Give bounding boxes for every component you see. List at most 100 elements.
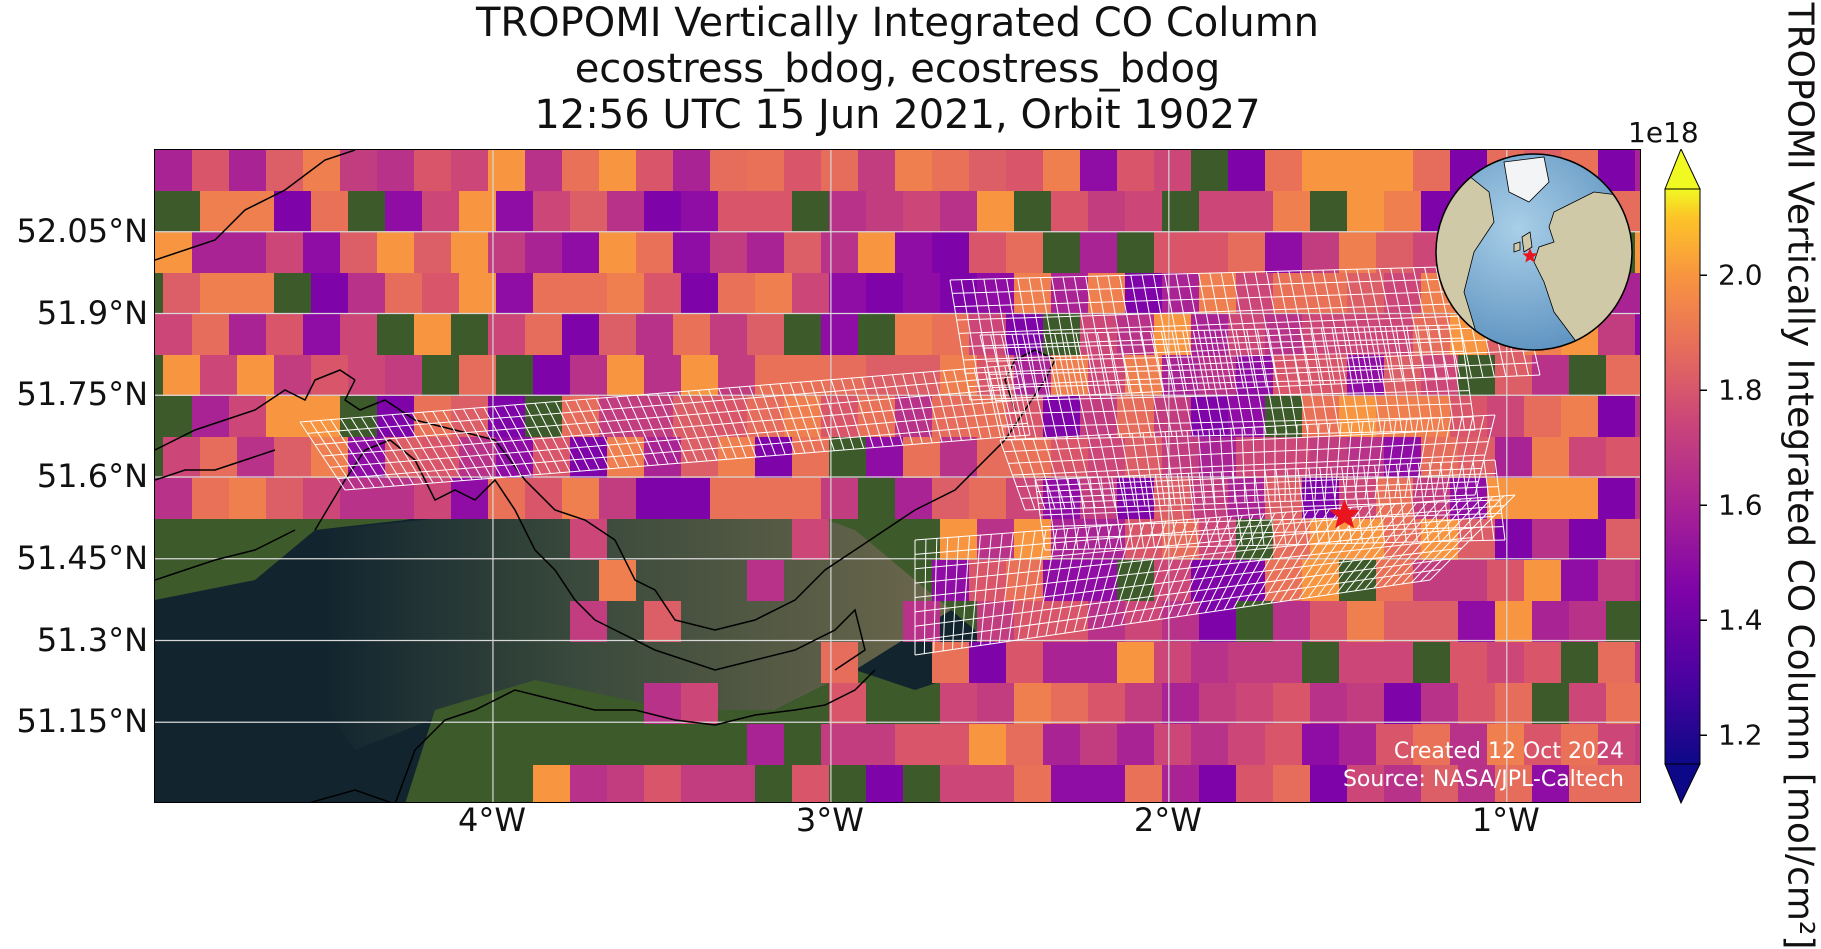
co-pixel (348, 273, 385, 314)
co-pixel (1088, 191, 1125, 232)
co-pixel (895, 724, 932, 765)
co-pixel (200, 191, 237, 232)
co-pixel (266, 396, 303, 437)
co-pixel (237, 437, 274, 478)
co-pixel (1606, 683, 1640, 724)
co-pixel (229, 478, 266, 519)
co-pixel (1524, 724, 1561, 765)
co-pixel (1458, 765, 1495, 802)
co-pixel (644, 191, 681, 232)
co-pixel (681, 683, 718, 724)
colorbar (1664, 149, 1707, 804)
co-pixel (710, 478, 747, 519)
co-pixel (932, 724, 969, 765)
co-pixel (274, 355, 311, 396)
co-pixel (607, 191, 644, 232)
co-pixel (1088, 273, 1125, 314)
co-pixel (747, 560, 784, 601)
co-pixel (266, 232, 303, 273)
map-panel[interactable]: Created 12 Oct 2024 Source: NASA/JPL-Cal… (154, 149, 1641, 803)
co-pixel (1487, 560, 1524, 601)
co-pixel (266, 478, 303, 519)
co-pixel (377, 396, 414, 437)
title-line-2: ecostress_bdog, ecostress_bdog (574, 46, 1221, 92)
co-pixel (681, 273, 718, 314)
co-pixel (303, 314, 340, 355)
co-pixel (858, 232, 895, 273)
co-pixel (821, 232, 858, 273)
co-pixel (414, 314, 451, 355)
co-pixel (977, 191, 1014, 232)
colorbar-label: TROPOMI Vertically Integrated CO Column … (1779, 2, 1821, 949)
co-pixel (562, 314, 599, 355)
co-pixel (525, 232, 562, 273)
co-pixel (895, 232, 932, 273)
co-pixel (422, 191, 459, 232)
colorbar-gradient (1664, 188, 1701, 765)
co-pixel (1302, 150, 1339, 191)
co-pixel (1273, 519, 1310, 560)
co-pixel (607, 273, 644, 314)
co-pixel (1450, 560, 1487, 601)
co-pixel (710, 232, 747, 273)
lat-tick-label: 51.9°N (36, 293, 148, 332)
co-pixel (940, 191, 977, 232)
co-pixel (488, 150, 525, 191)
co-pixel (1302, 724, 1339, 765)
co-pixel (1117, 478, 1154, 519)
co-pixel (570, 355, 607, 396)
co-pixel (155, 478, 192, 519)
co-pixel (1199, 765, 1236, 802)
co-pixel (792, 519, 829, 560)
co-pixel (562, 150, 599, 191)
co-pixel (1376, 232, 1413, 273)
co-pixel (1080, 150, 1117, 191)
co-pixel (747, 396, 784, 437)
co-pixel (1310, 601, 1347, 642)
co-pixel (303, 232, 340, 273)
co-pixel (1458, 683, 1495, 724)
co-pixel (237, 273, 274, 314)
co-pixel (1265, 724, 1302, 765)
co-pixel (1606, 765, 1640, 802)
co-pixel (1080, 478, 1117, 519)
co-pixel (266, 150, 303, 191)
credits: Created 12 Oct 2024 Source: NASA/JPL-Cal… (1343, 738, 1624, 794)
footprint-mesh (914, 494, 1516, 656)
co-pixel (1043, 642, 1080, 683)
co-pixel (821, 314, 858, 355)
co-pixel (792, 437, 829, 478)
co-pixel (1265, 232, 1302, 273)
co-pixel (718, 765, 755, 802)
co-pixel (1236, 191, 1273, 232)
co-pixel (1006, 724, 1043, 765)
co-pixel (1413, 150, 1450, 191)
co-pixel (1051, 273, 1088, 314)
co-pixel (1384, 765, 1421, 802)
co-pixel (895, 314, 932, 355)
co-pixel (459, 191, 496, 232)
lat-tick-label: 51.15°N (16, 702, 148, 741)
co-pixel (1125, 683, 1162, 724)
co-pixel (1080, 642, 1117, 683)
co-pixel (747, 314, 784, 355)
co-pixel (1080, 724, 1117, 765)
co-pixel (599, 314, 636, 355)
co-pixel (1043, 150, 1080, 191)
co-pixel (1450, 642, 1487, 683)
co-pixel (1154, 150, 1191, 191)
co-pixel (1384, 601, 1421, 642)
co-pixel (1125, 191, 1162, 232)
co-pixel (969, 642, 1006, 683)
co-pixel (562, 478, 599, 519)
lon-tick-label: 2°W (1133, 801, 1202, 839)
co-pixel (636, 232, 673, 273)
co-pixel (496, 273, 533, 314)
colorbar-tick-label: 1.4 (1718, 603, 1763, 637)
co-pixel (673, 150, 710, 191)
co-pixel (969, 150, 1006, 191)
co-pixel (1561, 478, 1598, 519)
co-pixel (1458, 519, 1495, 560)
co-pixel (1080, 232, 1117, 273)
co-pixel (1487, 478, 1524, 519)
